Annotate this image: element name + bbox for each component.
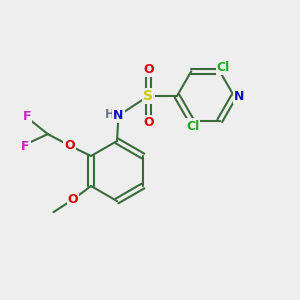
Text: F: F — [22, 110, 31, 123]
Text: N: N — [234, 89, 244, 103]
Text: Cl: Cl — [217, 61, 230, 74]
Text: O: O — [68, 193, 78, 206]
Text: O: O — [143, 116, 154, 130]
Text: F: F — [21, 140, 30, 153]
Text: N: N — [113, 109, 124, 122]
Text: S: S — [143, 89, 154, 103]
Text: O: O — [143, 62, 154, 76]
Text: Cl: Cl — [186, 120, 200, 133]
Text: H: H — [105, 107, 115, 121]
Text: O: O — [64, 139, 75, 152]
